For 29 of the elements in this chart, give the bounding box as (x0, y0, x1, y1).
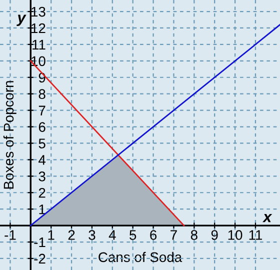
y-tick-label: 5 (38, 138, 46, 148)
y-tick-label: -1 (34, 237, 46, 248)
y-tick-label: 4 (38, 155, 46, 165)
y-tick-label: 3 (38, 171, 46, 182)
y-tick-label: 12 (32, 23, 46, 34)
annotation: x (262, 214, 272, 222)
y-tick-label: 2 (38, 188, 46, 198)
x-tick-label: 6 (150, 230, 157, 240)
y-tick-label: 1 (39, 204, 46, 214)
x-tick-label: 2 (68, 230, 75, 240)
x-tick-label: 1 (48, 230, 54, 240)
x-tick-label: 10 (228, 230, 242, 240)
y-tick-label: 8 (38, 89, 46, 100)
y-tick-label: 6 (38, 122, 46, 132)
y-tick-label: 11 (32, 40, 46, 50)
annotation: y (16, 14, 26, 26)
y-tick-label: 10 (32, 56, 46, 66)
x-tick-label: 9 (211, 230, 218, 240)
y-tick-label: -2 (34, 254, 46, 264)
x-tick-label: 4 (108, 230, 116, 240)
x-tick-label: 5 (130, 230, 136, 240)
x-tick-label: 7 (170, 230, 177, 240)
x-tick-label: 3 (88, 230, 96, 240)
x-tick-label: 11 (249, 230, 262, 240)
y-tick-label: 7 (38, 106, 46, 116)
y-axis-title: Boxes of Popcorn (3, 81, 16, 189)
y-tick-label: 13 (32, 6, 46, 17)
x-tick-label: -1 (4, 230, 16, 240)
x-tick-label: 8 (190, 230, 198, 240)
